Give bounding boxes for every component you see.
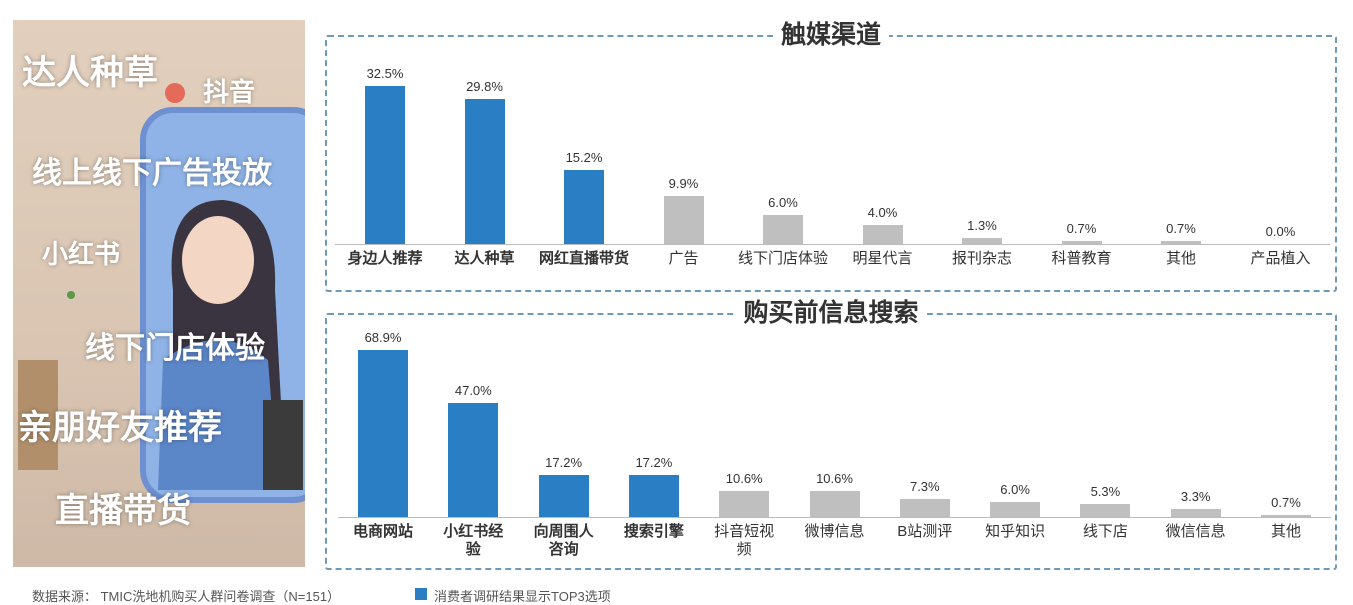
bar [358,350,408,517]
bar [899,499,950,517]
bar [365,86,405,244]
value-label: 10.6% [816,471,853,487]
panel-label: 小红书 [42,239,121,269]
x-tick-label: 抖音短视频 [714,523,775,558]
x-tick-label: 广告 [668,250,699,267]
value-label: 10.6% [725,471,763,487]
x-tick-label: 身边人推荐 [347,250,423,267]
chart-title-wrap: 购买前信息搜索 [327,298,1335,328]
bar [719,491,770,517]
value-label: 17.2% [635,455,673,471]
value-label: 0.7% [1066,220,1097,236]
bar [809,491,860,517]
panel-label: 线上线下广告投放 [32,157,272,190]
bar [862,224,903,244]
chart-frame: 购买前信息搜索 68.9% 电商网站 47.0% 小红书经验 17.2% 向周围人咨询 17.… [325,299,1337,570]
illustration [18,83,305,503]
bar [1261,515,1311,517]
x-tick-label: 搜索引擎 [623,523,684,540]
bar [1080,504,1131,517]
value-label: 7.3% [909,479,940,495]
x-tick-label: 其他 [1165,250,1196,267]
value-label: 0.0% [1265,224,1296,239]
x-tick-label: 线下门店体验 [737,250,828,267]
x-tick-label: B站测评 [897,523,953,540]
panel-label: 达人种草 [22,54,158,92]
legend-swatch [415,588,427,600]
value-label: 9.9% [668,175,699,191]
chart-title: 购买前信息搜索 [735,299,927,327]
x-tick-label: 微信信息 [1165,523,1226,540]
source-note: 数据来源： TMIC洗地机购买人群问卷调查（N=151） [32,589,341,604]
bar [1061,240,1102,244]
x-tick-label: 达人种草 [454,250,515,267]
panel-label: 抖音 [203,77,256,107]
value-label: 29.8% [466,79,503,95]
x-tick-label: 网红直播带货 [538,250,629,267]
value-label: 5.3% [1090,484,1121,500]
x-tick-label: 知乎知识 [985,523,1046,540]
x-tick-label: 明星代言 [852,250,913,267]
panel-label: 线下门店体验 [85,332,265,365]
bar [663,195,704,244]
value-label: 3.3% [1180,489,1211,504]
bar [1170,509,1221,517]
x-tick-label: 小红书经验 [443,523,504,558]
legend-label: 消费者调研结果显示TOP3选项 [434,589,611,604]
chart-title: 触媒渠道 [772,21,889,49]
bar [448,403,499,517]
value-label: 0.7% [1271,495,1301,511]
bar [962,237,1002,244]
x-tick-label: 其他 [1270,523,1301,540]
value-label: 6.0% [768,194,798,210]
x-tick-label: 电商网站 [352,523,413,540]
chart-frame: 触媒渠道 32.5% 身边人推荐 29.8% 达人种草 15.2% 网红直播带货 9.9% 广告… [325,21,1337,292]
bar [538,475,589,517]
value-label: 68.9% [364,330,402,345]
value-label: 15.2% [565,150,603,166]
value-label: 4.0% [867,204,898,220]
x-axis [337,517,1332,518]
value-label: 6.0% [1000,482,1030,498]
bar [763,214,803,244]
panel-label: 直播带货 [55,492,191,530]
x-tick-label: 微博信息 [804,523,865,540]
value-label: 47.0% [454,383,492,399]
x-tick-label: 产品植入 [1250,250,1311,267]
bar [990,502,1041,517]
chart-title-wrap: 触媒渠道 [327,20,1335,50]
x-tick-label: 科普教育 [1051,250,1112,267]
value-label: 1.3% [967,217,997,233]
x-tick-label: 向周围人咨询 [533,523,594,558]
value-label: 17.2% [545,455,583,471]
x-axis [335,244,1331,245]
bar [1161,240,1201,244]
bar [564,170,604,244]
value-label: 32.5% [366,66,404,81]
x-tick-label: 报刊杂志 [951,250,1012,267]
panel-label: 亲朋好友推荐 [18,409,222,447]
bar [628,475,679,517]
x-tick-label: 线下店 [1082,523,1128,540]
illustration-panel: 达人种草 抖音 线上线下广告投放 小红书 线下门店体验 亲朋好友推荐 直播带货 [13,20,305,567]
value-label: 0.7% [1166,220,1196,236]
bar [464,99,505,244]
